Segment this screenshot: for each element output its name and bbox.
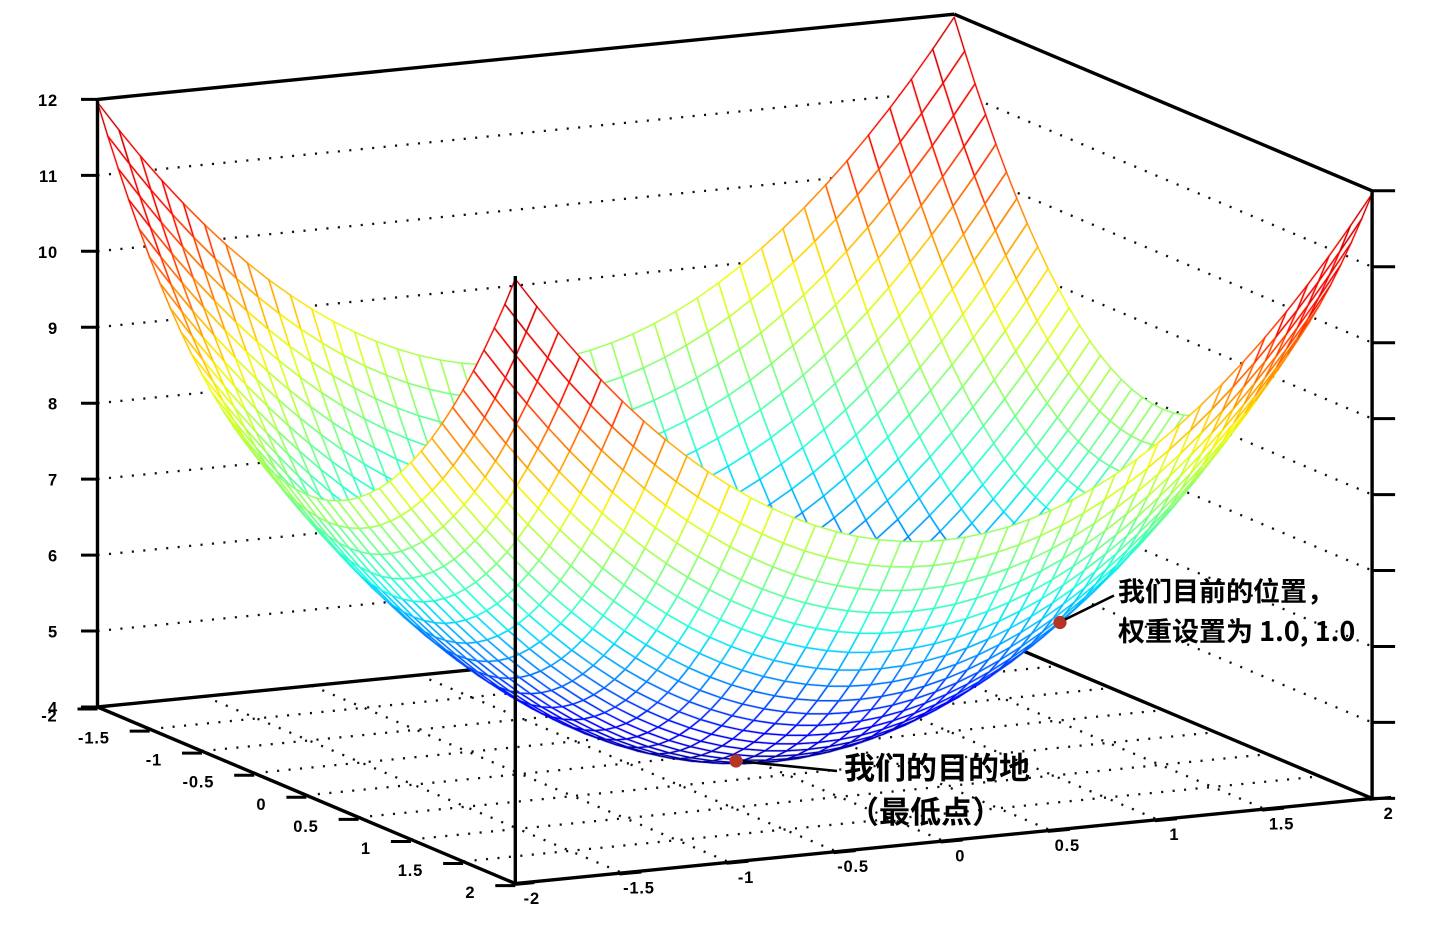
svg-text:-1: -1 [738,869,754,887]
svg-text:-0.5: -0.5 [183,774,215,792]
svg-text:11: 11 [39,168,58,186]
svg-text:0.5: 0.5 [1055,837,1080,855]
svg-text:5: 5 [48,624,58,642]
svg-text:10: 10 [38,244,58,262]
svg-text:1: 1 [361,840,371,858]
svg-text:2: 2 [465,884,475,902]
svg-text:1.5: 1.5 [1269,816,1294,834]
svg-text:12: 12 [38,92,58,110]
svg-text:-1.5: -1.5 [78,730,110,748]
svg-text:-1: -1 [146,752,162,770]
svg-text:-0.5: -0.5 [837,858,869,876]
svg-text:1.5: 1.5 [398,862,423,880]
svg-text:7: 7 [48,472,58,490]
svg-text:4: 4 [48,700,58,718]
svg-text:-1.5: -1.5 [623,880,655,898]
svg-text:-2: -2 [524,890,540,908]
svg-text:-2: -2 [41,708,57,726]
svg-text:0: 0 [256,796,266,814]
svg-text:1: 1 [1169,826,1179,844]
svg-text:6: 6 [48,548,58,566]
svg-text:2: 2 [1384,805,1394,823]
svg-text:0: 0 [955,848,965,866]
svg-text:0.5: 0.5 [293,818,318,836]
svg-text:8: 8 [48,396,58,414]
svg-text:9: 9 [48,320,58,338]
